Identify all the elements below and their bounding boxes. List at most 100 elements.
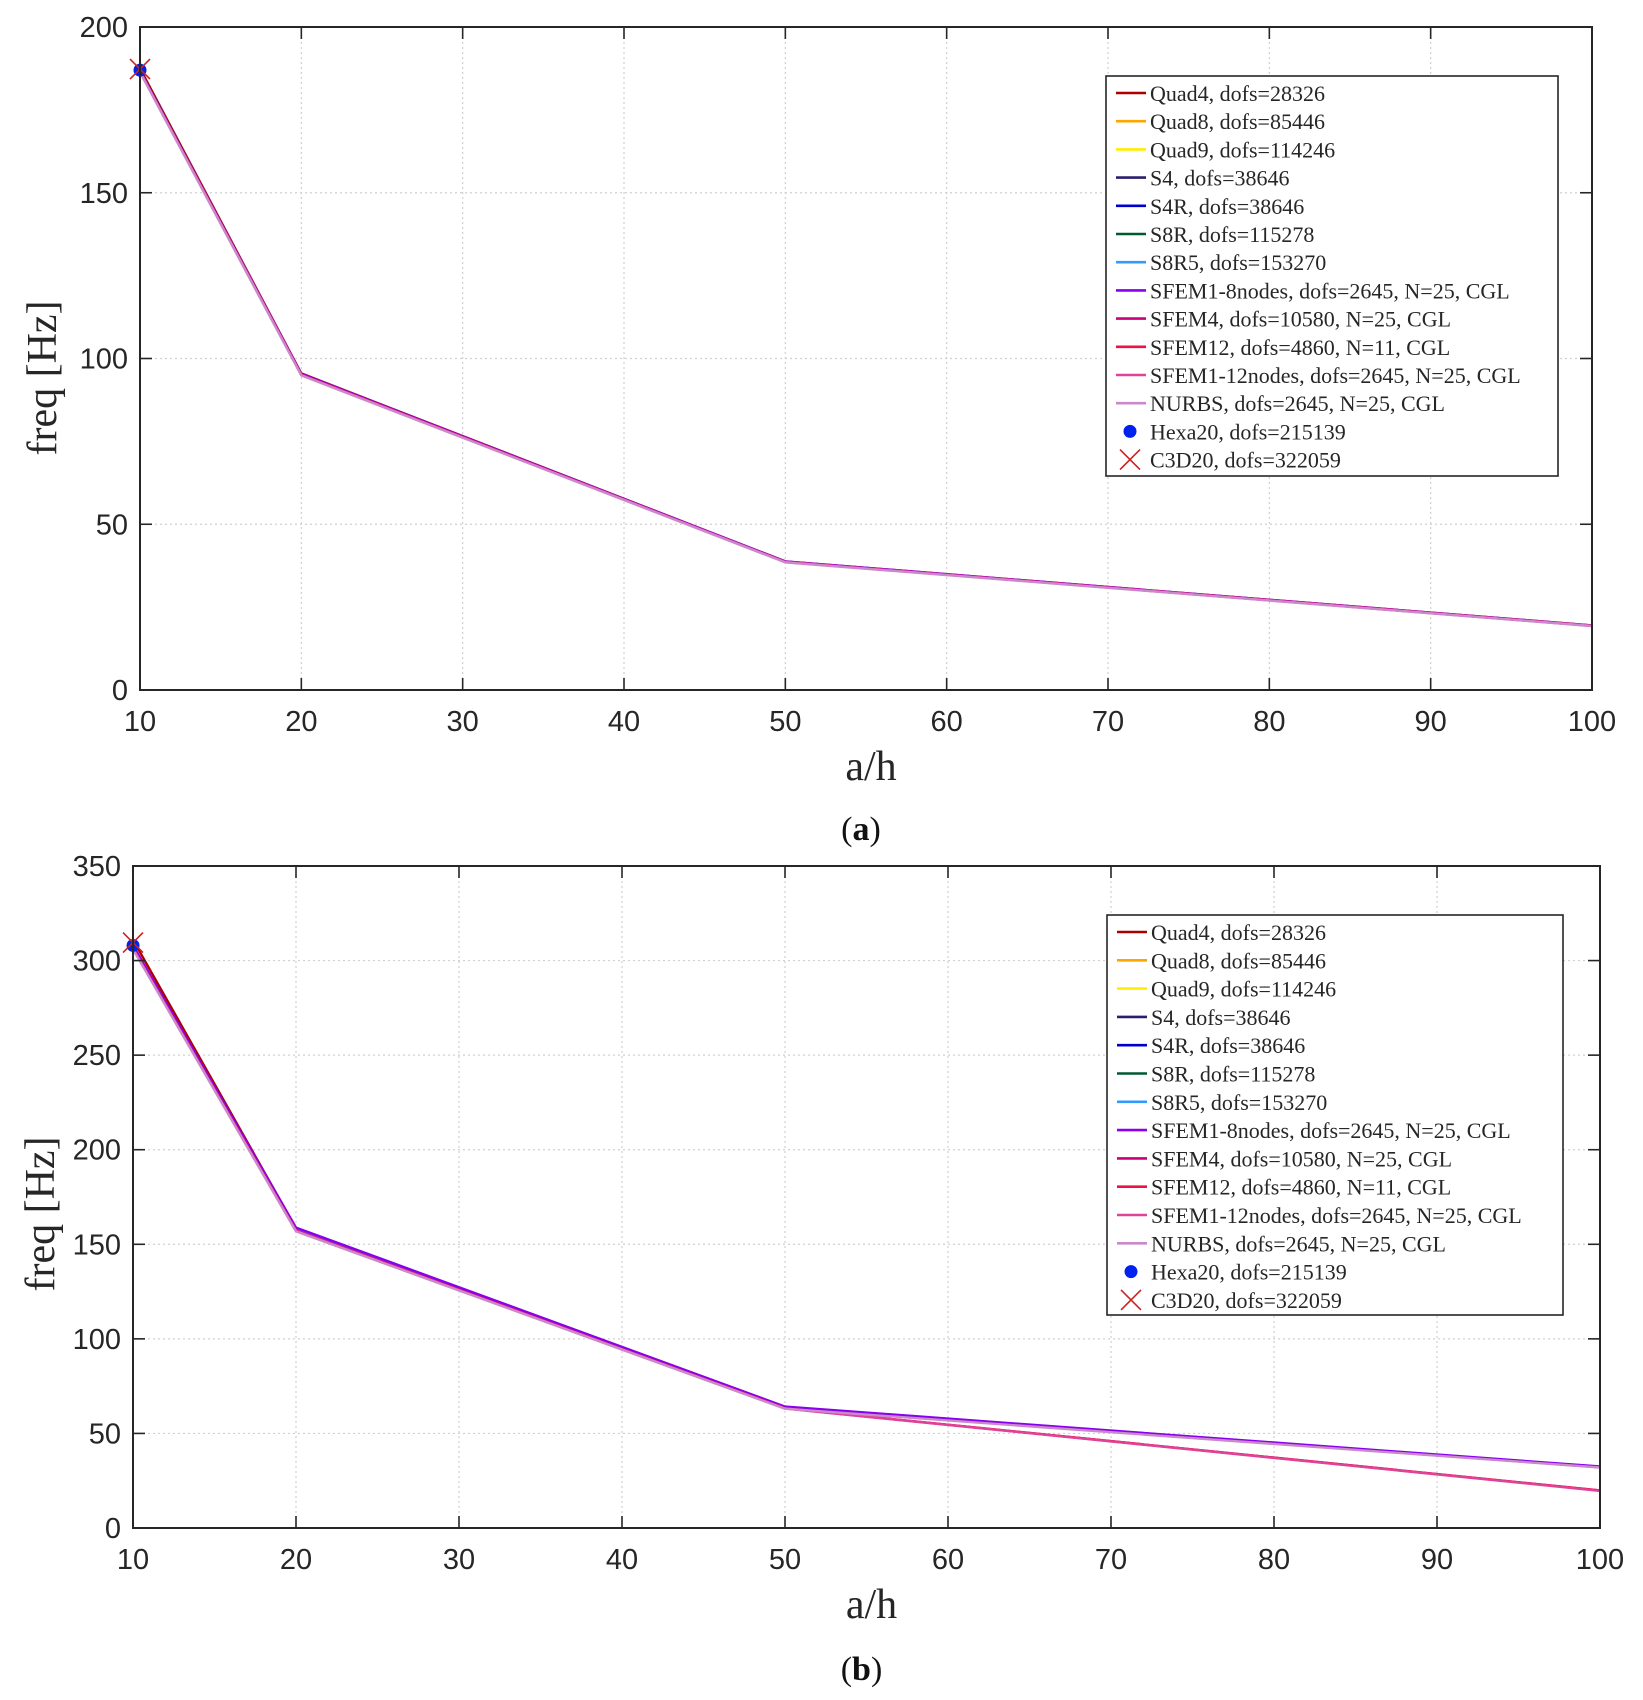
legend-item: S4, dofs=38646 [1117,1005,1291,1030]
y-tick-label: 0 [105,1513,121,1545]
legend-item: S4R, dofs=38646 [1116,194,1304,219]
series-line-11 [131,948,1601,1469]
legend-label: SFEM4, dofs=10580, N=25, CGL [1151,1146,1452,1171]
legend-item: Quad9, dofs=114246 [1116,137,1335,162]
legend-item: S4, dofs=38646 [1116,166,1290,191]
legend-label: SFEM4, dofs=10580, N=25, CGL [1150,307,1451,332]
legend-label: SFEM12, dofs=4860, N=11, CGL [1151,1175,1451,1200]
legend-item: C3D20, dofs=322059 [1120,1288,1342,1313]
legend-label: NURBS, dofs=2645, N=25, CGL [1151,1231,1446,1256]
y-tick-label: 300 [73,946,121,978]
x-tick-label: 30 [443,1544,475,1576]
legend-label: S4, dofs=38646 [1151,1005,1291,1030]
legend-item: S4R, dofs=38646 [1117,1033,1305,1058]
legend-box [1105,75,1559,477]
legend-label: Quad9, dofs=114246 [1150,137,1335,162]
panel-label: (a) [841,811,881,848]
chart-panel-a: 10 20 30 40 50 60 70 80 90 100 0 50 100 150 200 a/h freq… [20,12,1616,848]
legend-label: Hexa20, dofs=215139 [1151,1260,1347,1285]
legend-item: Quad8, dofs=85446 [1116,109,1325,134]
x-tick-label: 60 [931,706,963,738]
x-tick-label: 30 [447,706,479,738]
chart-panel-b: 10 20 30 40 50 60 70 80 90 100 0 50 100 150 200 250 300 3… [18,851,1624,1688]
x-axis-label: a/h [845,744,896,790]
legend-marker-dot [1123,424,1137,438]
y-tick-label: 50 [89,1418,121,1450]
x-tick-label: 70 [1095,1544,1127,1576]
x-tick-label: 90 [1415,706,1447,738]
legend-label: Quad4, dofs=28326 [1151,920,1326,945]
legend-label: S8R, dofs=115278 [1150,222,1314,247]
legend-item: SFEM12, dofs=4860, N=11, CGL [1116,335,1450,360]
x-tick-label: 90 [1421,1544,1453,1576]
legend-label: C3D20, dofs=322059 [1150,448,1341,473]
legend-item: S8R, dofs=115278 [1117,1062,1315,1087]
legend-item: NURBS, dofs=2645, N=25, CGL [1117,1231,1446,1256]
axes-frame [132,865,1601,1529]
x-tick-label: 40 [606,1544,638,1576]
y-tick-label: 100 [73,1324,121,1356]
legend-label: C3D20, dofs=322059 [1151,1288,1342,1313]
legend-label: S4R, dofs=38646 [1150,194,1304,219]
x-axis-label: a/h [846,1582,897,1628]
x-tick-label: 60 [932,1544,964,1576]
x-tick-label: 10 [124,706,156,738]
legend-item: SFEM4, dofs=10580, N=25, CGL [1116,307,1451,332]
x-tick-label: 40 [608,706,640,738]
legend-label: S8R, dofs=115278 [1151,1062,1315,1087]
y-axis-label: freq [Hz] [18,1136,64,1291]
series-line-7 [131,944,1601,1468]
legend-label: Quad9, dofs=114246 [1151,977,1336,1002]
legend-item: Hexa20, dofs=215139 [1124,1260,1347,1285]
legend-item: Quad8, dofs=85446 [1117,948,1326,973]
legend: Quad4, dofs=28326 Quad8, dofs=85446 Quad9,… [1106,914,1564,1316]
x-tick-label: 50 [769,706,801,738]
x-tick-label: 20 [280,1544,312,1576]
legend-item: Quad4, dofs=28326 [1116,81,1325,106]
x-tick-label: 20 [285,706,317,738]
panel-label: (b) [841,1651,883,1688]
legend-item: C3D20, dofs=322059 [1119,448,1341,473]
legend-item: SFEM12, dofs=4860, N=11, CGL [1117,1175,1451,1200]
legend-item: S8R5, dofs=153270 [1117,1090,1327,1115]
legend-item: Hexa20, dofs=215139 [1123,419,1346,444]
legend-item: SFEM1-8nodes, dofs=2645, N=25, CGL [1116,278,1510,303]
series-line-11 [138,71,1593,628]
y-tick-label: 150 [80,178,128,210]
y-tick-label: 150 [73,1229,121,1261]
y-tick-label: 0 [112,675,128,707]
x-tick-label: 100 [1568,706,1616,738]
legend-item: SFEM1-12nodes, dofs=2645, N=25, CGL [1116,363,1521,388]
legend-item: Quad4, dofs=28326 [1117,920,1326,945]
legend-item: SFEM1-8nodes, dofs=2645, N=25, CGL [1117,1118,1511,1143]
x-tick-label: 50 [769,1544,801,1576]
x-tick-label: 70 [1092,706,1124,738]
legend-marker-dot [1124,1265,1138,1279]
legend-item: Quad9, dofs=114246 [1117,977,1336,1002]
y-tick-label: 50 [96,509,128,541]
legend-label: Hexa20, dofs=215139 [1150,419,1346,444]
y-tick-label: 100 [80,344,128,376]
legend-label: Quad4, dofs=28326 [1150,81,1325,106]
y-tick-label: 350 [73,851,121,883]
legend-label: S8R5, dofs=153270 [1150,250,1326,275]
legend-label: S4, dofs=38646 [1150,166,1290,191]
y-tick-label: 250 [73,1040,121,1072]
legend: Quad4, dofs=28326 Quad8, dofs=85446 Quad9,… [1105,75,1559,477]
legend-item: SFEM1-12nodes, dofs=2645, N=25, CGL [1117,1203,1522,1228]
y-axis-label: freq [Hz] [20,300,66,455]
legend-label: S8R5, dofs=153270 [1151,1090,1327,1115]
legend-label: SFEM1-8nodes, dofs=2645, N=25, CGL [1150,278,1510,303]
legend-label: SFEM12, dofs=4860, N=11, CGL [1150,335,1450,360]
legend-label: Quad8, dofs=85446 [1150,109,1325,134]
legend-marker-x [1120,1289,1142,1311]
legend-item: S8R, dofs=115278 [1116,222,1314,247]
legend-marker-x [1119,449,1141,471]
legend-item: S8R5, dofs=153270 [1116,250,1326,275]
legend-item: NURBS, dofs=2645, N=25, CGL [1116,391,1445,416]
y-tick-label: 200 [80,12,128,44]
x-tick-label: 10 [117,1544,149,1576]
y-tick-label: 200 [73,1135,121,1167]
legend-label: SFEM1-12nodes, dofs=2645, N=25, CGL [1150,363,1521,388]
